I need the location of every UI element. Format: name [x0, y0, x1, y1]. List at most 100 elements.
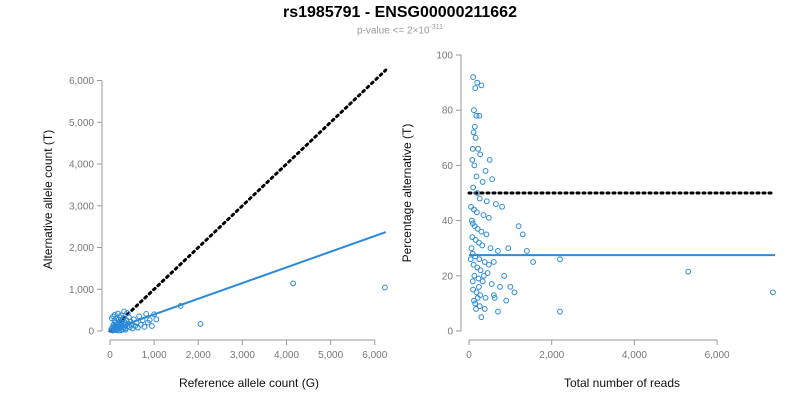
- data-point: [505, 245, 512, 252]
- y-tick-label: 80: [442, 106, 454, 117]
- y-tick-label: 6,000: [69, 76, 94, 87]
- x-tick-label: 6,000: [705, 350, 730, 361]
- x-tick-label: 4,000: [622, 350, 647, 361]
- data-point: [474, 264, 481, 271]
- data-point: [134, 324, 141, 331]
- data-point: [483, 198, 490, 205]
- x-tick-label: 3,000: [230, 350, 255, 361]
- data-point: [143, 310, 150, 317]
- y-tick-label: 20: [442, 271, 454, 282]
- data-point: [470, 286, 477, 293]
- data-point: [476, 283, 482, 290]
- y-tick-label: 100: [436, 51, 453, 62]
- data-point: [482, 294, 489, 301]
- data-point: [483, 231, 490, 238]
- data-point: [499, 203, 505, 210]
- y-axis-label: Alternative allele count (T): [41, 130, 55, 269]
- data-point: [474, 294, 481, 301]
- data-point: [489, 176, 496, 183]
- x-tick-label: 0: [107, 350, 113, 361]
- data-point: [511, 289, 518, 296]
- data-point: [110, 313, 116, 320]
- data-point: [474, 190, 481, 196]
- y-tick-label: 5,000: [69, 118, 94, 129]
- y-axis-label: Percentage alternative (T): [400, 124, 414, 263]
- data-point: [479, 179, 486, 185]
- y-tick-label: 60: [442, 161, 454, 172]
- data-point: [481, 306, 488, 312]
- data-point: [507, 283, 514, 290]
- data-point: [473, 173, 480, 180]
- data-point: [685, 268, 692, 275]
- data-point: [149, 323, 155, 329]
- x-tick-label: 0: [466, 350, 472, 361]
- data-point: [770, 289, 776, 296]
- data-point: [519, 231, 526, 238]
- data-point: [480, 272, 487, 279]
- data-point: [472, 85, 479, 92]
- data-point: [478, 82, 485, 89]
- data-point: [480, 212, 487, 218]
- y-tick-label: 3,000: [69, 201, 94, 212]
- data-point: [471, 123, 478, 130]
- subtitle-exponent: -311: [429, 24, 444, 31]
- data-point: [473, 112, 480, 119]
- plot-2: 0 20 40 60 80 100 0 2,000 4,000 6,000 Total number…: [400, 51, 777, 390]
- data-point: [478, 228, 485, 235]
- y-tick-label: 0: [88, 327, 94, 338]
- data-point: [485, 261, 492, 268]
- data-point: [484, 270, 491, 276]
- data-point: [122, 326, 129, 333]
- data-point: [469, 278, 476, 285]
- data-point: [501, 272, 508, 279]
- data-point: [479, 278, 486, 285]
- data-point: [492, 201, 499, 207]
- data-point: [490, 292, 497, 299]
- data-point: [495, 308, 501, 315]
- data-point: [497, 283, 503, 290]
- data-point: [477, 151, 484, 158]
- y-tick-label: 40: [442, 216, 454, 227]
- data-point: [118, 312, 124, 319]
- x-tick-label: 5,000: [318, 350, 343, 361]
- data-point: [469, 156, 476, 163]
- data-point: [472, 300, 479, 307]
- data-point: [530, 259, 536, 265]
- data-point: [475, 145, 481, 152]
- data-point: [523, 248, 530, 254]
- data-point: [469, 234, 476, 241]
- data-point: [471, 297, 477, 304]
- data-point: [472, 253, 479, 260]
- x-tick-label: 4,000: [274, 350, 299, 361]
- data-point: [473, 306, 479, 312]
- fit-line: [109, 231, 387, 332]
- data-point: [382, 284, 388, 291]
- data-point: [471, 272, 478, 279]
- data-point: [475, 275, 482, 282]
- data-point: [468, 245, 475, 252]
- y-tick-label: 1,000: [69, 285, 94, 296]
- y-tick-label: 4,000: [69, 160, 94, 171]
- plot-1: 0 1,000 2,000 3,000 4,000 5,000 6,000 0 1,000 2,0…: [41, 68, 388, 390]
- data-point: [472, 134, 479, 141]
- data-point: [476, 112, 483, 119]
- data-point: [471, 206, 477, 213]
- data-point: [467, 256, 474, 263]
- data-point: [495, 248, 501, 254]
- x-axis-label: Total number of reads: [564, 376, 680, 390]
- data-point: [479, 242, 486, 249]
- x-axis-label: Reference allele count (G): [179, 376, 319, 390]
- chart-title: rs1985791 - ENSG00000211662: [283, 4, 517, 21]
- data-point: [146, 317, 153, 324]
- data-point: [488, 281, 495, 287]
- data-point: [557, 308, 563, 315]
- data-point: [515, 223, 522, 230]
- y-tick-label: 2,000: [69, 243, 94, 254]
- data-point: [472, 237, 479, 243]
- data-point: [470, 261, 477, 268]
- x-tick-label: 1,000: [142, 350, 167, 361]
- data-point: [153, 316, 160, 323]
- data-point: [290, 280, 297, 287]
- data-point: [471, 162, 478, 169]
